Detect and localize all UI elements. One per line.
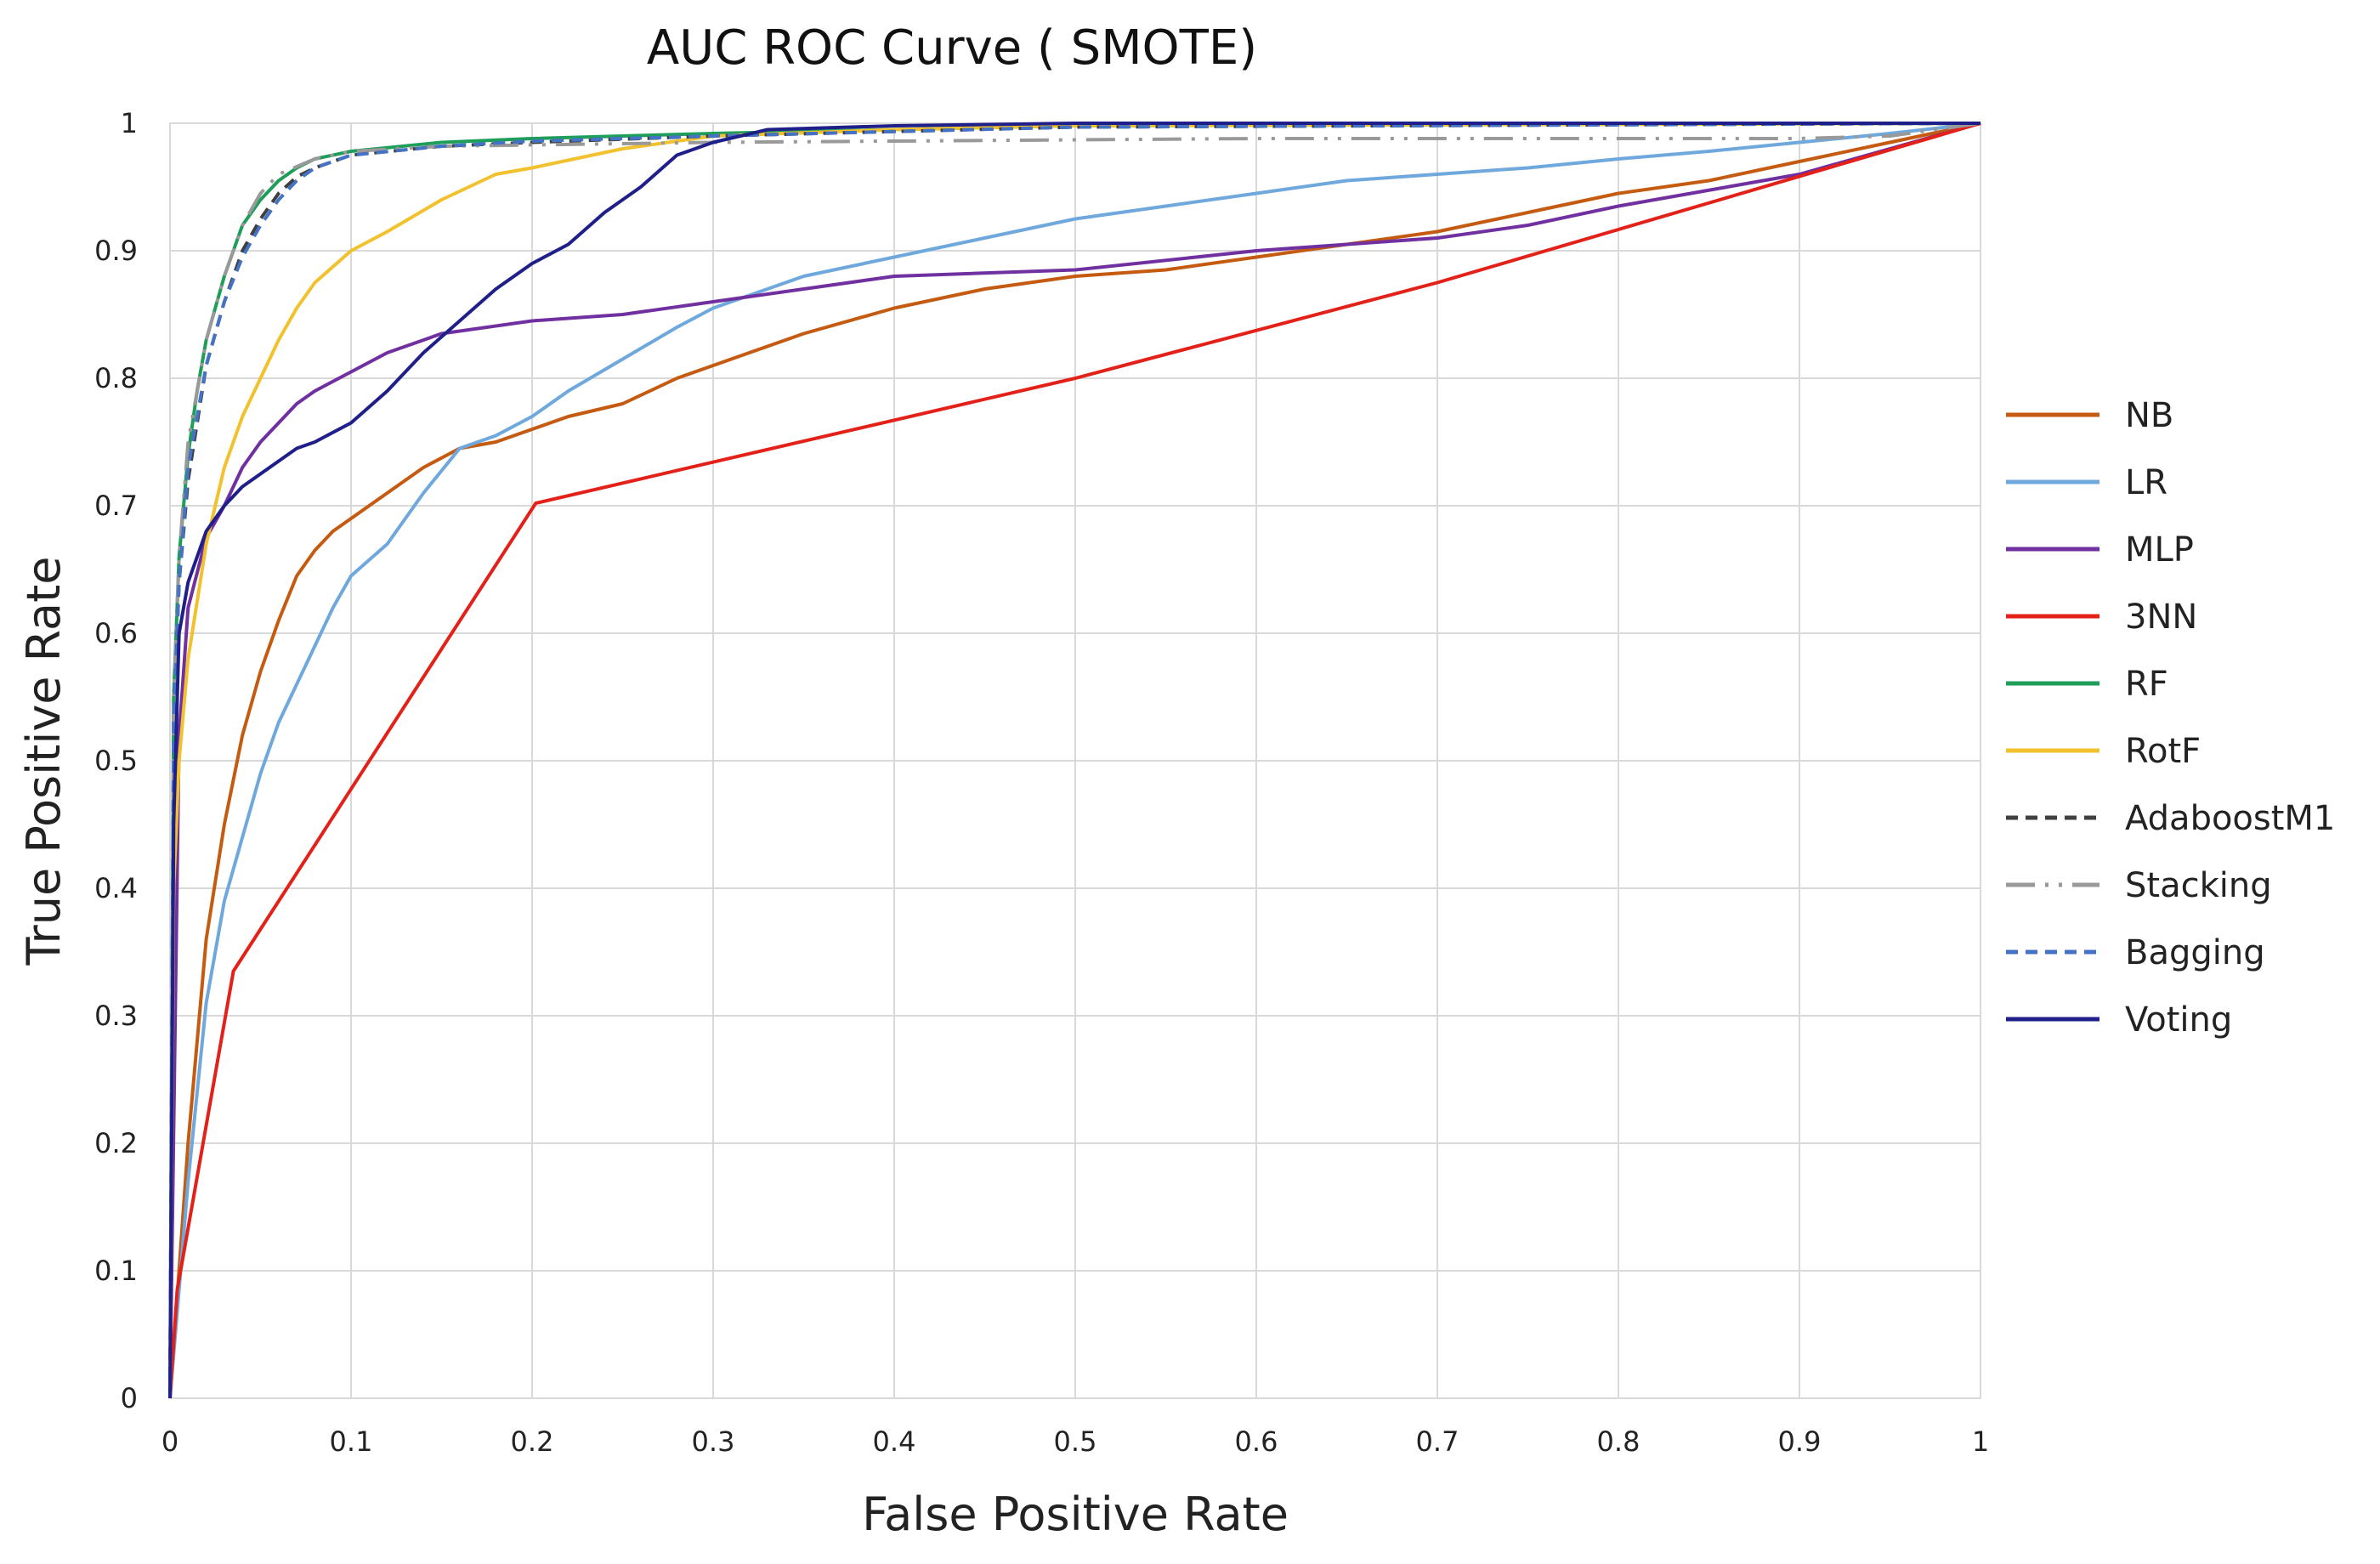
x-tick-label: 0.4: [873, 1425, 916, 1458]
x-tick-label: 0.7: [1416, 1425, 1459, 1458]
y-axis-ticks: 0 0.1 0.2 0.3 0.4 0.5 0.6 0.7 0.8 0.9 1: [94, 107, 138, 1414]
legend-label-nb: NB: [2125, 396, 2173, 435]
series-line-voting: [168, 122, 1980, 1399]
legend-label-lr: LR: [2125, 463, 2168, 502]
x-tick-label: 0.6: [1235, 1425, 1278, 1458]
series-line-rotf: [168, 122, 1981, 1399]
series-line-nb: [168, 122, 1981, 1399]
series-line-stacking: [168, 122, 1981, 1399]
y-tick-label: 0.7: [94, 490, 138, 522]
x-axis-title: False Positive Rate: [862, 1488, 1289, 1541]
series-layer: [168, 122, 1981, 1399]
y-tick-label: 0: [121, 1382, 138, 1414]
series-line-bagging: [168, 122, 1981, 1399]
x-tick-label: 0.5: [1054, 1425, 1097, 1458]
legend-label-voting: Voting: [2125, 1000, 2232, 1040]
legend-label-rotf: RotF: [2125, 732, 2201, 771]
x-tick-label: 0.1: [330, 1425, 373, 1458]
y-tick-label: 0.1: [94, 1255, 138, 1287]
chart-title: AUC ROC Curve ( SMOTE): [647, 20, 1257, 76]
y-tick-label: 1: [121, 107, 138, 139]
legend-label-rf: RF: [2125, 665, 2168, 704]
legend-label-3nn: 3NN: [2125, 598, 2197, 637]
legend-label-adaboostm1: AdaboostM1: [2125, 799, 2335, 838]
y-tick-label: 0.6: [94, 617, 138, 649]
x-tick-label: 0.9: [1778, 1425, 1822, 1458]
x-tick-label: 0.3: [692, 1425, 735, 1458]
x-tick-label: 0: [162, 1425, 178, 1458]
y-tick-label: 0.8: [94, 362, 138, 394]
series-line-lr: [168, 122, 1981, 1399]
legend-label-mlp: MLP: [2125, 530, 2194, 570]
y-axis-title: True Positive Rate: [17, 556, 71, 966]
legend-label-stacking: Stacking: [2125, 866, 2272, 905]
y-tick-label: 0.4: [94, 872, 138, 904]
y-tick-label: 0.9: [94, 235, 138, 267]
x-tick-label: 0.2: [511, 1425, 554, 1458]
legend: NB LR MLP 3NN RF RotF AdaboostM1 Stacking Baggin…: [2006, 396, 2335, 1040]
series-line-3nn: [168, 122, 1981, 1399]
legend-label-bagging: Bagging: [2125, 933, 2265, 972]
x-tick-label: 0.8: [1597, 1425, 1640, 1458]
x-tick-label: 1: [1972, 1425, 1989, 1458]
grid-lines: [169, 122, 1981, 1399]
y-tick-label: 0.2: [94, 1127, 138, 1159]
y-tick-label: 0.5: [94, 745, 138, 777]
x-axis-ticks: 0 0.1 0.2 0.3 0.4 0.5 0.6 0.7 0.8 0.9 1: [162, 1425, 1989, 1458]
y-tick-label: 0.3: [94, 1000, 138, 1032]
